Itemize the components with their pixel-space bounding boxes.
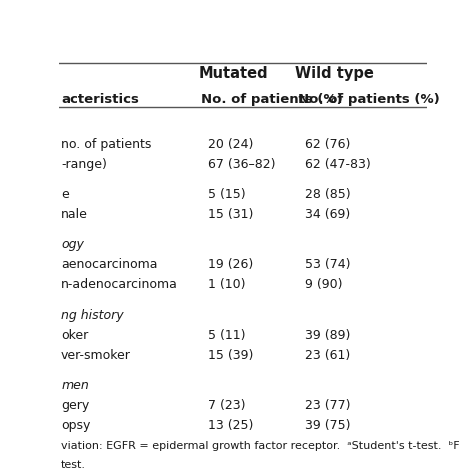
Text: oker: oker [61, 329, 88, 342]
Text: opsy: opsy [61, 419, 91, 432]
Text: men: men [61, 379, 89, 392]
Text: 5 (11): 5 (11) [208, 329, 246, 342]
Text: 15 (39): 15 (39) [208, 349, 254, 362]
Text: Wild type: Wild type [295, 66, 374, 81]
Text: aenocarcinoma: aenocarcinoma [61, 258, 157, 271]
Text: 7 (23): 7 (23) [208, 399, 246, 412]
Text: ng history: ng history [61, 309, 124, 322]
Text: ver-smoker: ver-smoker [61, 349, 131, 362]
Text: 19 (26): 19 (26) [208, 258, 253, 271]
Text: test.: test. [61, 460, 86, 470]
Text: 28 (85): 28 (85) [305, 188, 351, 201]
Text: 23 (77): 23 (77) [305, 399, 351, 412]
Text: 15 (31): 15 (31) [208, 208, 254, 221]
Text: nale: nale [61, 208, 88, 221]
Text: 53 (74): 53 (74) [305, 258, 351, 271]
Text: 1 (10): 1 (10) [208, 278, 246, 292]
Text: 9 (90): 9 (90) [305, 278, 343, 292]
Text: 20 (24): 20 (24) [208, 137, 254, 151]
Text: 5 (15): 5 (15) [208, 188, 246, 201]
Text: e: e [61, 188, 69, 201]
Text: ogy: ogy [61, 238, 84, 251]
Text: 67 (36–82): 67 (36–82) [208, 158, 275, 171]
Text: gery: gery [61, 399, 89, 412]
Text: No. of patients (%): No. of patients (%) [298, 93, 440, 106]
Text: acteristics: acteristics [61, 93, 139, 106]
Text: 34 (69): 34 (69) [305, 208, 351, 221]
Text: Mutated: Mutated [199, 66, 269, 81]
Text: n-adenocarcinoma: n-adenocarcinoma [61, 278, 178, 292]
Text: 23 (61): 23 (61) [305, 349, 351, 362]
Text: -range): -range) [61, 158, 107, 171]
Text: viation: EGFR = epidermal growth factor receptor.  ᵃStudent's t-test.  ᵇF: viation: EGFR = epidermal growth factor … [61, 441, 460, 451]
Text: 39 (75): 39 (75) [305, 419, 351, 432]
Text: 62 (76): 62 (76) [305, 137, 351, 151]
Text: 13 (25): 13 (25) [208, 419, 254, 432]
Text: no. of patients: no. of patients [61, 137, 152, 151]
Text: 62 (47-83): 62 (47-83) [305, 158, 371, 171]
Text: 39 (89): 39 (89) [305, 329, 351, 342]
Text: No. of patients (%): No. of patients (%) [201, 93, 342, 106]
